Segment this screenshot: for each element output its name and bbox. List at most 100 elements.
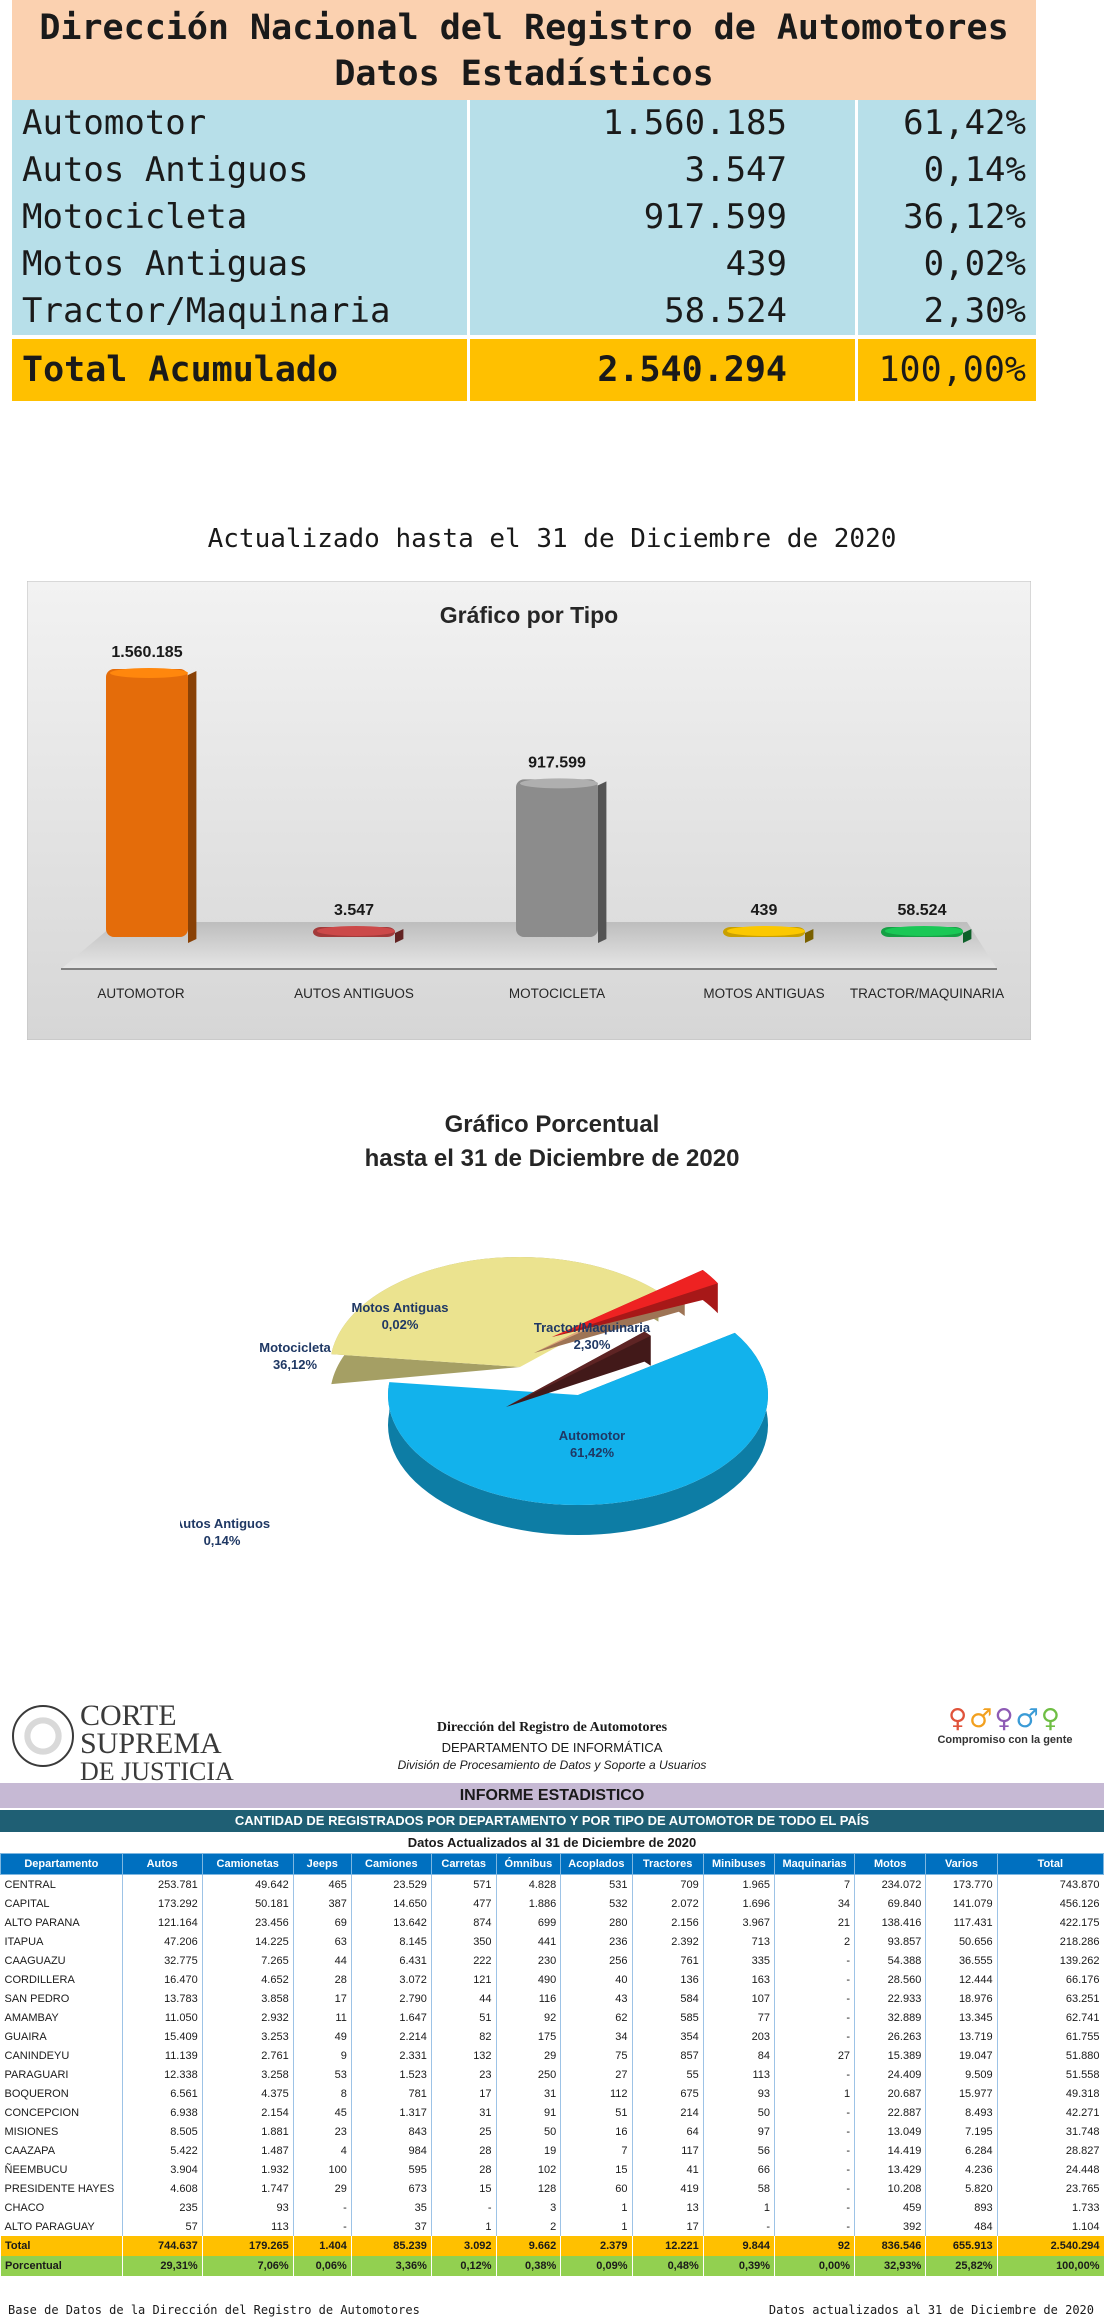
summary-table: Dirección Nacional del Registro de Autom… bbox=[12, 0, 1036, 401]
table-cell: 456.126 bbox=[996, 1894, 1104, 1913]
table-cell: 15 bbox=[430, 2179, 497, 2198]
table-cell: 8.145 bbox=[350, 1932, 432, 1951]
bar-5: 58.524 TRACTOR/MAQUINARIA bbox=[850, 902, 1004, 1001]
table-cell: 24.409 bbox=[854, 2065, 926, 2084]
table-cell: 10.208 bbox=[854, 2179, 926, 2198]
table-cell: 53 bbox=[292, 2065, 352, 2084]
table-cell: 0,00% bbox=[774, 2256, 855, 2276]
table-cell: 874 bbox=[430, 1913, 497, 1932]
table-cell: 50 bbox=[495, 2122, 561, 2141]
logo-line1: CORTE bbox=[80, 1699, 177, 1732]
count-band: CANTIDAD DE REGISTRADOS POR DEPARTAMENTO… bbox=[0, 1810, 1104, 1832]
table-cell: 6.284 bbox=[925, 2141, 998, 2160]
bar-top bbox=[727, 926, 805, 936]
footer-left: Base de Datos de la Dirección del Regist… bbox=[8, 2303, 420, 2317]
column-header: Camionetas bbox=[201, 1853, 294, 1875]
table-cell: 21 bbox=[774, 1913, 855, 1932]
table-cell: 25 bbox=[430, 2122, 497, 2141]
commitment-logo: ♀♂♀♂♀ Compromiso con la gente bbox=[930, 1704, 1080, 1746]
table-cell: 5.422 bbox=[121, 2141, 203, 2160]
table-cell: 4.828 bbox=[495, 1874, 561, 1894]
table-cell: 51.558 bbox=[996, 2065, 1104, 2084]
table-cell: 3 bbox=[495, 2198, 561, 2217]
summary-total-value: 2.540.294 bbox=[597, 350, 787, 390]
table-row: CHACO 235 93-35-3 1 13 1-459 893 1.733 bbox=[1, 2198, 1104, 2217]
table-cell: 29,31% bbox=[121, 2256, 203, 2276]
table-row: GUAIRA 15.409 3.253 49 2.214 82 175 34 354 203-26… bbox=[1, 2027, 1104, 2046]
table-cell: 51 bbox=[430, 2008, 497, 2027]
table-row: ÑEEMBUCU 3.904 1.932 100 595 28 102 15 41 66-13.4… bbox=[1, 2160, 1104, 2179]
bar-category-label: AUTOMOTOR bbox=[97, 986, 185, 1001]
table-cell: 173.292 bbox=[121, 1894, 203, 1913]
pie-slice-pct: 61,42% bbox=[570, 1445, 615, 1460]
table-cell: 4 bbox=[292, 2141, 352, 2160]
bar-category-label: TRACTOR/MAQUINARIA bbox=[850, 986, 1004, 1001]
table-cell: 34 bbox=[774, 1894, 855, 1913]
bar-front bbox=[516, 779, 598, 937]
table-cell: 32.775 bbox=[121, 1951, 203, 1970]
pie-slice-name: Autos Antiguos bbox=[180, 1516, 270, 1531]
table-cell: 57 bbox=[121, 2217, 203, 2236]
bar-4: 439 MOTOS ANTIGUAS bbox=[703, 902, 824, 1001]
table-cell: 44 bbox=[292, 1951, 352, 1970]
column-header: Jeeps bbox=[292, 1853, 352, 1875]
table-cell: 15.389 bbox=[854, 2046, 926, 2065]
table-cell: 113 bbox=[702, 2065, 775, 2084]
table-cell: 55 bbox=[631, 2065, 704, 2084]
table-cell: 51 bbox=[560, 2103, 632, 2122]
table-cell: 175 bbox=[495, 2027, 561, 2046]
table-cell: 1.733 bbox=[996, 2198, 1104, 2217]
table-cell: 1.317 bbox=[350, 2103, 432, 2122]
table-cell: 121.164 bbox=[121, 1913, 203, 1932]
table-cell: 34 bbox=[560, 2027, 632, 2046]
table-cell: 56 bbox=[702, 2141, 775, 2160]
pie-chart-title: Gráfico Porcentual hasta el 31 de Diciem… bbox=[0, 1108, 1104, 1176]
pie-slice-pct: 0,14% bbox=[204, 1533, 241, 1548]
table-cell: 7 bbox=[560, 2141, 632, 2160]
table-cell: 15 bbox=[560, 2160, 632, 2179]
court-seal-icon bbox=[12, 1705, 74, 1767]
table-cell: 1 bbox=[702, 2198, 775, 2217]
table-cell: 531 bbox=[560, 1874, 632, 1894]
bar-top bbox=[317, 926, 395, 936]
table-cell: CHACO bbox=[4, 2201, 45, 2214]
pie-slice-top bbox=[388, 1332, 768, 1505]
table-cell: 19.047 bbox=[925, 2046, 998, 2065]
table-cell: 0,09% bbox=[560, 2256, 632, 2276]
summary-row-label: Motos Antiguas bbox=[22, 244, 309, 284]
table-cell: 50 bbox=[702, 2103, 775, 2122]
bar-top bbox=[110, 668, 188, 678]
bar-1: 1.560.185 AUTOMOTOR bbox=[97, 644, 197, 1001]
table-cell: 23.765 bbox=[996, 2179, 1104, 2198]
table-cell: 13.049 bbox=[854, 2122, 926, 2141]
table-cell: CAAGUAZU bbox=[4, 1954, 66, 1967]
table-cell: 2.790 bbox=[350, 1989, 432, 2008]
table-cell: 58 bbox=[702, 2179, 775, 2198]
table-cell: CAPITAL bbox=[4, 1897, 50, 1910]
table-cell: 3.253 bbox=[201, 2027, 294, 2046]
table-cell: 12.444 bbox=[925, 1970, 998, 1989]
table-cell: - bbox=[774, 2008, 855, 2027]
column-header: Maquinarias bbox=[774, 1853, 856, 1875]
summary-row-value: 3.547 bbox=[684, 150, 787, 190]
table-cell: 82 bbox=[430, 2027, 497, 2046]
table-cell: 138.416 bbox=[854, 1913, 926, 1932]
table-row: ALTO PARAGUAY 57 113-37 1 2 1 17- -392 484 1.104 bbox=[1, 2217, 1104, 2236]
table-cell: 32.889 bbox=[854, 2008, 926, 2027]
table-cell: 7.195 bbox=[925, 2122, 998, 2141]
table-cell: 17 bbox=[430, 2084, 497, 2103]
total-row: Total 744.637 179.265 1.404 85.239 3.092 9.662… bbox=[0, 2236, 1104, 2256]
column-header: Carretas bbox=[430, 1853, 497, 1875]
summary-row-pct: 2,30% bbox=[923, 291, 1026, 331]
table-cell: 113 bbox=[201, 2217, 294, 2236]
updated-text: Actualizado hasta el 31 de Diciembre de … bbox=[207, 524, 897, 554]
table-cell: 85.239 bbox=[350, 2236, 432, 2256]
table-cell: 18.976 bbox=[925, 1989, 998, 2008]
table-row: BOQUERON 6.561 4.375 8 781 17 31 112 675 93 1 20.68… bbox=[1, 2084, 1104, 2103]
table-cell: CANINDEYU bbox=[4, 2049, 70, 2062]
table-cell: PRESIDENTE HAYES bbox=[4, 2182, 115, 2195]
table-cell: 1 bbox=[560, 2217, 632, 2236]
table-cell: 350 bbox=[430, 1932, 497, 1951]
table-cell: 37 bbox=[350, 2217, 432, 2236]
